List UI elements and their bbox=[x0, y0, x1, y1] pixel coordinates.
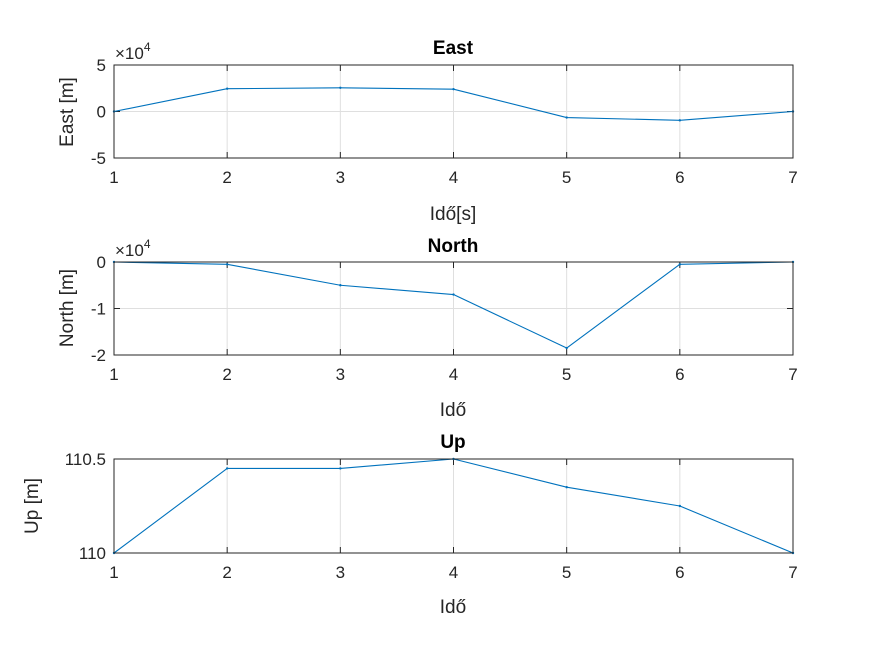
east-x-tick-label: 4 bbox=[449, 168, 458, 187]
north-y-axis-label: North [m] bbox=[57, 269, 78, 347]
north-x-tick-label: 7 bbox=[788, 365, 797, 384]
subplot-east: East ×104 1 2 3 4 5 6 7 -5 0 5 Idő[s] East [m] bbox=[57, 38, 798, 225]
east-y-axis-label: East [m] bbox=[57, 77, 78, 147]
north-x-axis-label: Idő bbox=[440, 400, 466, 421]
up-x-tick-label: 4 bbox=[449, 563, 458, 582]
up-x-axis-label: Idő bbox=[440, 597, 466, 618]
north-y-tick-label: -1 bbox=[91, 300, 106, 319]
north-title: North bbox=[428, 236, 479, 257]
east-data-point bbox=[678, 119, 682, 122]
north-data-point bbox=[678, 263, 682, 266]
up-x-tick-label: 3 bbox=[336, 563, 345, 582]
north-x-tick-label: 5 bbox=[562, 365, 571, 384]
up-y-tick-label: 110 bbox=[79, 544, 106, 563]
east-y-tick-label: 5 bbox=[97, 56, 106, 75]
north-x-tick-label: 4 bbox=[449, 365, 458, 384]
up-title: Up bbox=[440, 432, 465, 453]
east-x-tick-label: 6 bbox=[675, 168, 684, 187]
north-y-tick-label: 0 bbox=[97, 253, 106, 272]
east-data-point bbox=[225, 87, 229, 90]
north-y-tick-label: -2 bbox=[91, 346, 106, 365]
east-x-tick-label: 5 bbox=[562, 168, 571, 187]
north-x-tick-label: 2 bbox=[222, 365, 231, 384]
north-data-point bbox=[225, 263, 229, 266]
north-data-point bbox=[452, 293, 455, 296]
north-axes: 1 2 3 4 5 6 7 -2 -1 0 bbox=[91, 253, 798, 384]
up-x-tick-label: 2 bbox=[222, 563, 231, 582]
east-x-tick-label: 3 bbox=[336, 168, 345, 187]
up-x-tick-label: 6 bbox=[675, 563, 684, 582]
east-axes-frame bbox=[113, 64, 794, 159]
east-axes: 1 2 3 4 5 6 7 -5 0 5 bbox=[91, 56, 798, 187]
east-y-tick-label: 0 bbox=[97, 103, 106, 122]
north-exponent: ×104 bbox=[115, 237, 151, 260]
up-data-point bbox=[339, 467, 342, 470]
east-data-point bbox=[452, 87, 455, 91]
north-axes-frame bbox=[113, 261, 794, 356]
east-x-tick-label: 7 bbox=[788, 168, 797, 187]
east-data-point bbox=[339, 86, 342, 89]
east-exponent: ×104 bbox=[115, 40, 151, 63]
east-y-tick-label: -5 bbox=[91, 149, 106, 168]
east-x-tick-label: 1 bbox=[109, 168, 118, 187]
up-data-point bbox=[678, 504, 682, 508]
north-x-tick-label: 6 bbox=[675, 365, 684, 384]
east-x-axis-label: Idő[s] bbox=[430, 204, 476, 225]
east-data-point bbox=[565, 116, 568, 119]
up-x-tick-label: 5 bbox=[562, 563, 571, 582]
subplot-north: North ×104 1 2 3 4 5 6 7 -2 -1 0 Idő North [m] bbox=[57, 236, 798, 421]
subplot-up: Up 1 2 3 4 5 6 7 110 110.5 Idő Up [m] bbox=[22, 432, 798, 618]
east-x-tick-label: 2 bbox=[222, 168, 231, 187]
up-data-point bbox=[225, 467, 229, 470]
up-axes-frame bbox=[113, 458, 794, 554]
north-data-point bbox=[565, 346, 568, 350]
up-y-tick-label: 110.5 bbox=[65, 450, 106, 469]
up-data-point bbox=[565, 486, 568, 489]
north-x-tick-label: 3 bbox=[336, 365, 345, 384]
up-x-tick-label: 7 bbox=[788, 563, 797, 582]
east-title: East bbox=[433, 38, 474, 59]
north-x-tick-label: 1 bbox=[109, 365, 118, 384]
up-axes: 1 2 3 4 5 6 7 110 110.5 bbox=[65, 450, 798, 582]
up-x-tick-label: 1 bbox=[109, 563, 118, 582]
up-y-axis-label: Up [m] bbox=[22, 478, 43, 534]
north-data-point bbox=[339, 284, 342, 287]
